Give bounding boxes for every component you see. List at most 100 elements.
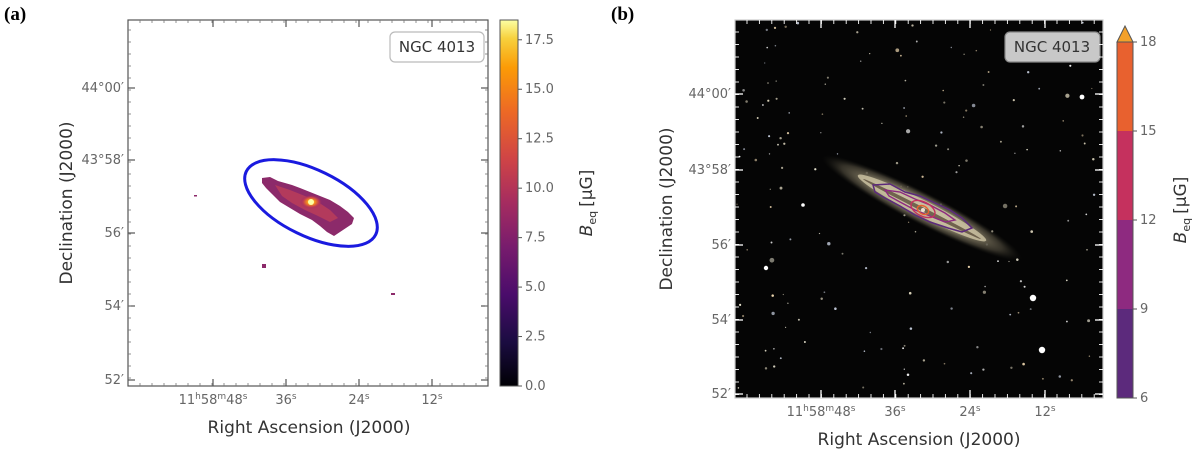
star [881, 122, 883, 124]
star [767, 99, 770, 102]
star [958, 165, 960, 167]
star [982, 368, 985, 371]
colorbar-tick-label: 7.5 [525, 231, 546, 246]
star [786, 132, 790, 135]
y-tick-label: 52′ [712, 387, 732, 402]
star [864, 266, 868, 270]
star [869, 331, 871, 334]
star [796, 21, 800, 25]
y-tick-label: 54′ [712, 313, 732, 328]
star [814, 168, 817, 171]
colorbar-tick-label: 6 [1140, 391, 1148, 406]
star [788, 112, 790, 114]
star [869, 52, 871, 55]
star [980, 125, 983, 129]
star [1010, 366, 1013, 369]
star [859, 60, 862, 62]
star [773, 347, 775, 350]
star [836, 153, 839, 155]
star [770, 241, 773, 244]
star [779, 357, 782, 360]
star [803, 341, 806, 343]
star [922, 359, 926, 362]
y-tick-label: 54′ [105, 299, 125, 314]
panel-b: (b) NGC 4013 44°00′ 43°58′ 56′ 54′ [611, 4, 1193, 450]
star [1022, 362, 1025, 366]
star [743, 148, 746, 151]
star [863, 350, 866, 352]
star [745, 100, 748, 103]
star [789, 238, 792, 241]
panel-b-colorbar-ticks: 6 9 12 15 18 [1133, 35, 1157, 406]
panel-a-ticks [128, 20, 488, 386]
colorbar-level [1117, 309, 1133, 398]
star [783, 142, 786, 145]
colorbar-level [1117, 220, 1133, 309]
b-field-speck [262, 264, 266, 268]
star [997, 260, 999, 262]
colorbar-tick-label: 12.5 [525, 132, 554, 147]
star [1083, 142, 1086, 145]
star [769, 257, 775, 263]
star [1092, 193, 1096, 196]
star [905, 115, 907, 117]
star [1015, 205, 1018, 208]
panel-a-object-badge: NGC 4013 [389, 31, 485, 63]
bright-star [1029, 294, 1037, 302]
star [820, 132, 822, 134]
star [754, 158, 758, 162]
star [764, 349, 767, 352]
star [921, 175, 924, 178]
colorbar-tick-label: 0.0 [525, 379, 546, 394]
panel-b-frame [734, 19, 1104, 399]
star [861, 107, 864, 110]
star [787, 302, 789, 304]
panel-b-y-tick-labels: 44°00′ 43°58′ 56′ 54′ 52′ [688, 87, 731, 402]
star [955, 171, 958, 174]
panel-a-x-axis-label: Right Ascension (J2000) [208, 418, 411, 438]
star [826, 76, 829, 79]
colorbar-extend-arrow [1116, 24, 1134, 43]
star [768, 135, 771, 138]
bright-star [1038, 346, 1046, 354]
star [1091, 87, 1093, 90]
panel-b-x-tick-labels: 11h58m48s 36s 24s 12s [787, 404, 1056, 420]
y-tick-label: 43°58′ [81, 153, 124, 168]
bright-star [1079, 94, 1085, 100]
star [773, 365, 776, 368]
star [943, 362, 946, 365]
bright-star [801, 203, 805, 207]
y-tick-label: 56′ [712, 238, 732, 253]
star [771, 294, 774, 297]
panel-b-object-badge: NGC 4013 [1004, 31, 1101, 63]
star [777, 143, 779, 146]
star [947, 148, 950, 151]
star [769, 206, 772, 208]
colorbar-tick-label: 17.5 [525, 33, 554, 48]
star [834, 307, 837, 310]
y-tick-label: 43°58′ [688, 163, 731, 178]
star [907, 221, 910, 223]
x-tick-label-first: 11h58m48s [179, 392, 248, 408]
star [1059, 150, 1062, 152]
panel-a-object-label: NGC 4013 [399, 38, 475, 56]
star [911, 24, 914, 27]
star [1030, 230, 1034, 233]
star [764, 62, 766, 64]
colorbar-level [1117, 131, 1133, 220]
star [940, 131, 943, 134]
star [989, 29, 992, 31]
star [779, 186, 783, 190]
star [1041, 377, 1044, 380]
star [1021, 125, 1025, 128]
y-tick-label: 52′ [105, 373, 125, 388]
colorbar-gradient [499, 19, 519, 387]
contour-level-15 [916, 204, 930, 216]
star [902, 347, 905, 350]
star [764, 367, 768, 370]
star [784, 25, 787, 29]
star [950, 307, 953, 310]
star [1069, 64, 1072, 67]
y-tick-label: 44°00′ [81, 81, 124, 96]
star [779, 136, 782, 140]
